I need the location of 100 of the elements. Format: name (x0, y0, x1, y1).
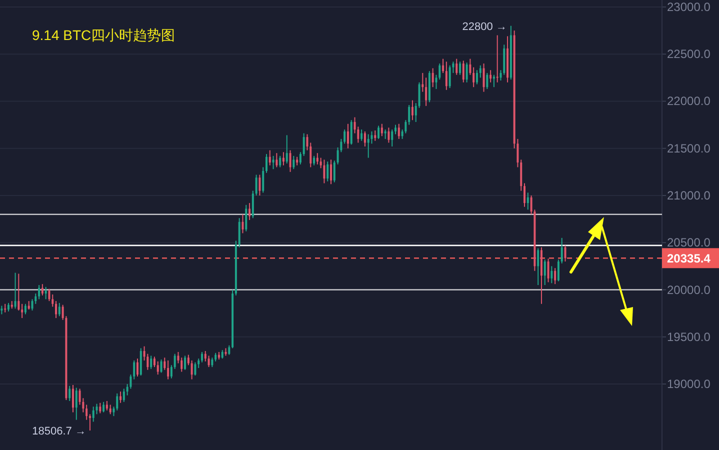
candlestick (282, 152, 284, 166)
candlestick (156, 360, 159, 376)
candlestick (265, 154, 268, 174)
y-tick-label: 21500.0 (667, 141, 711, 156)
y-tick-label: 22000.0 (667, 94, 711, 108)
candlestick (41, 284, 44, 296)
candlestick (469, 58, 472, 76)
candlestick (490, 70, 492, 83)
candlestick (445, 61, 448, 90)
candlestick (248, 202, 251, 221)
candlestick (472, 66, 475, 88)
candlestick (190, 360, 193, 380)
candlestick (448, 64, 451, 89)
candlestick (492, 74, 495, 88)
candlestick (194, 362, 196, 376)
y-tick-label: 19500.0 (667, 330, 711, 344)
candlestick (211, 357, 214, 368)
candlestick (272, 155, 274, 170)
candlestick (442, 58, 444, 74)
candlestick (367, 134, 370, 158)
candlestick (384, 129, 386, 140)
candlestick (245, 204, 248, 232)
candlestick (360, 129, 363, 142)
candlestick (326, 161, 329, 182)
candlestick (438, 63, 441, 80)
y-tick-label: 23000.0 (667, 0, 711, 14)
candlestick (133, 360, 136, 380)
candlestick (374, 130, 376, 142)
candlestick (136, 358, 138, 377)
candlestick (200, 351, 203, 363)
y-tick-label: 20000.0 (667, 282, 711, 297)
candlestick (350, 120, 352, 146)
annotation: 18506.7 → (32, 426, 86, 438)
candlestick (333, 160, 336, 183)
candlestick (150, 355, 152, 370)
y-tick-label: 20500.0 (667, 236, 711, 250)
candlestick (313, 155, 316, 166)
candlestick (167, 360, 170, 380)
candlestick (286, 134, 288, 164)
candlestick (547, 258, 550, 283)
candlestick (388, 127, 390, 144)
candlestick (557, 259, 560, 282)
candlestick (262, 166, 264, 194)
candlestick (21, 303, 24, 319)
text: 9.14 BTC四小时趋势图 (32, 27, 176, 43)
candlestick (58, 302, 60, 317)
candlestick (466, 62, 468, 83)
candlestick (520, 159, 522, 192)
candlestick (526, 192, 529, 210)
candlestick (306, 134, 308, 151)
candlestick (391, 129, 394, 147)
candlestick (435, 74, 438, 90)
candlestick (88, 414, 91, 432)
candlestick (96, 403, 98, 415)
candlestick (184, 355, 186, 370)
candlestick (72, 384, 74, 413)
candlestick (153, 356, 156, 368)
candlestick (486, 72, 488, 90)
candlestick (482, 63, 485, 92)
candlestick (479, 64, 482, 78)
candlestick (432, 68, 434, 88)
candlestick (310, 142, 312, 168)
candlestick (500, 70, 502, 81)
candlestick (86, 404, 88, 420)
candlestick (238, 218, 240, 248)
candlestick (456, 58, 458, 76)
candlestick (459, 61, 462, 76)
candlestick (394, 124, 397, 135)
candlestick (550, 266, 553, 284)
y-tick-label: 19000.0 (667, 377, 711, 392)
candlestick (38, 284, 40, 300)
candlestick (554, 268, 556, 285)
candlestick (299, 152, 302, 165)
candlestick (496, 34, 498, 83)
candlestick (292, 155, 295, 170)
candlestick (289, 150, 292, 172)
y-tick-label: 21000.0 (667, 188, 711, 202)
candlestick (537, 248, 540, 286)
candlestick (164, 357, 166, 370)
candlestick (258, 174, 261, 196)
candlestick (323, 159, 326, 184)
candlestick (302, 132, 305, 156)
candlestick (208, 355, 210, 368)
candlestick (524, 182, 526, 208)
candlestick (68, 385, 71, 402)
candlestick (160, 359, 162, 374)
candlestick (346, 123, 349, 149)
candlestick (24, 303, 26, 315)
candlestick (52, 294, 54, 308)
candlestick (564, 244, 566, 262)
candlestick (330, 159, 332, 185)
candlestick (170, 364, 172, 379)
candlestick (276, 152, 278, 168)
candlestick (18, 273, 20, 311)
candlestick (242, 214, 244, 234)
candlestick (411, 100, 414, 121)
candlestick (187, 354, 190, 366)
y-tick-label: 22500.0 (667, 47, 711, 62)
candlestick (120, 391, 122, 404)
candlestick (44, 286, 47, 300)
